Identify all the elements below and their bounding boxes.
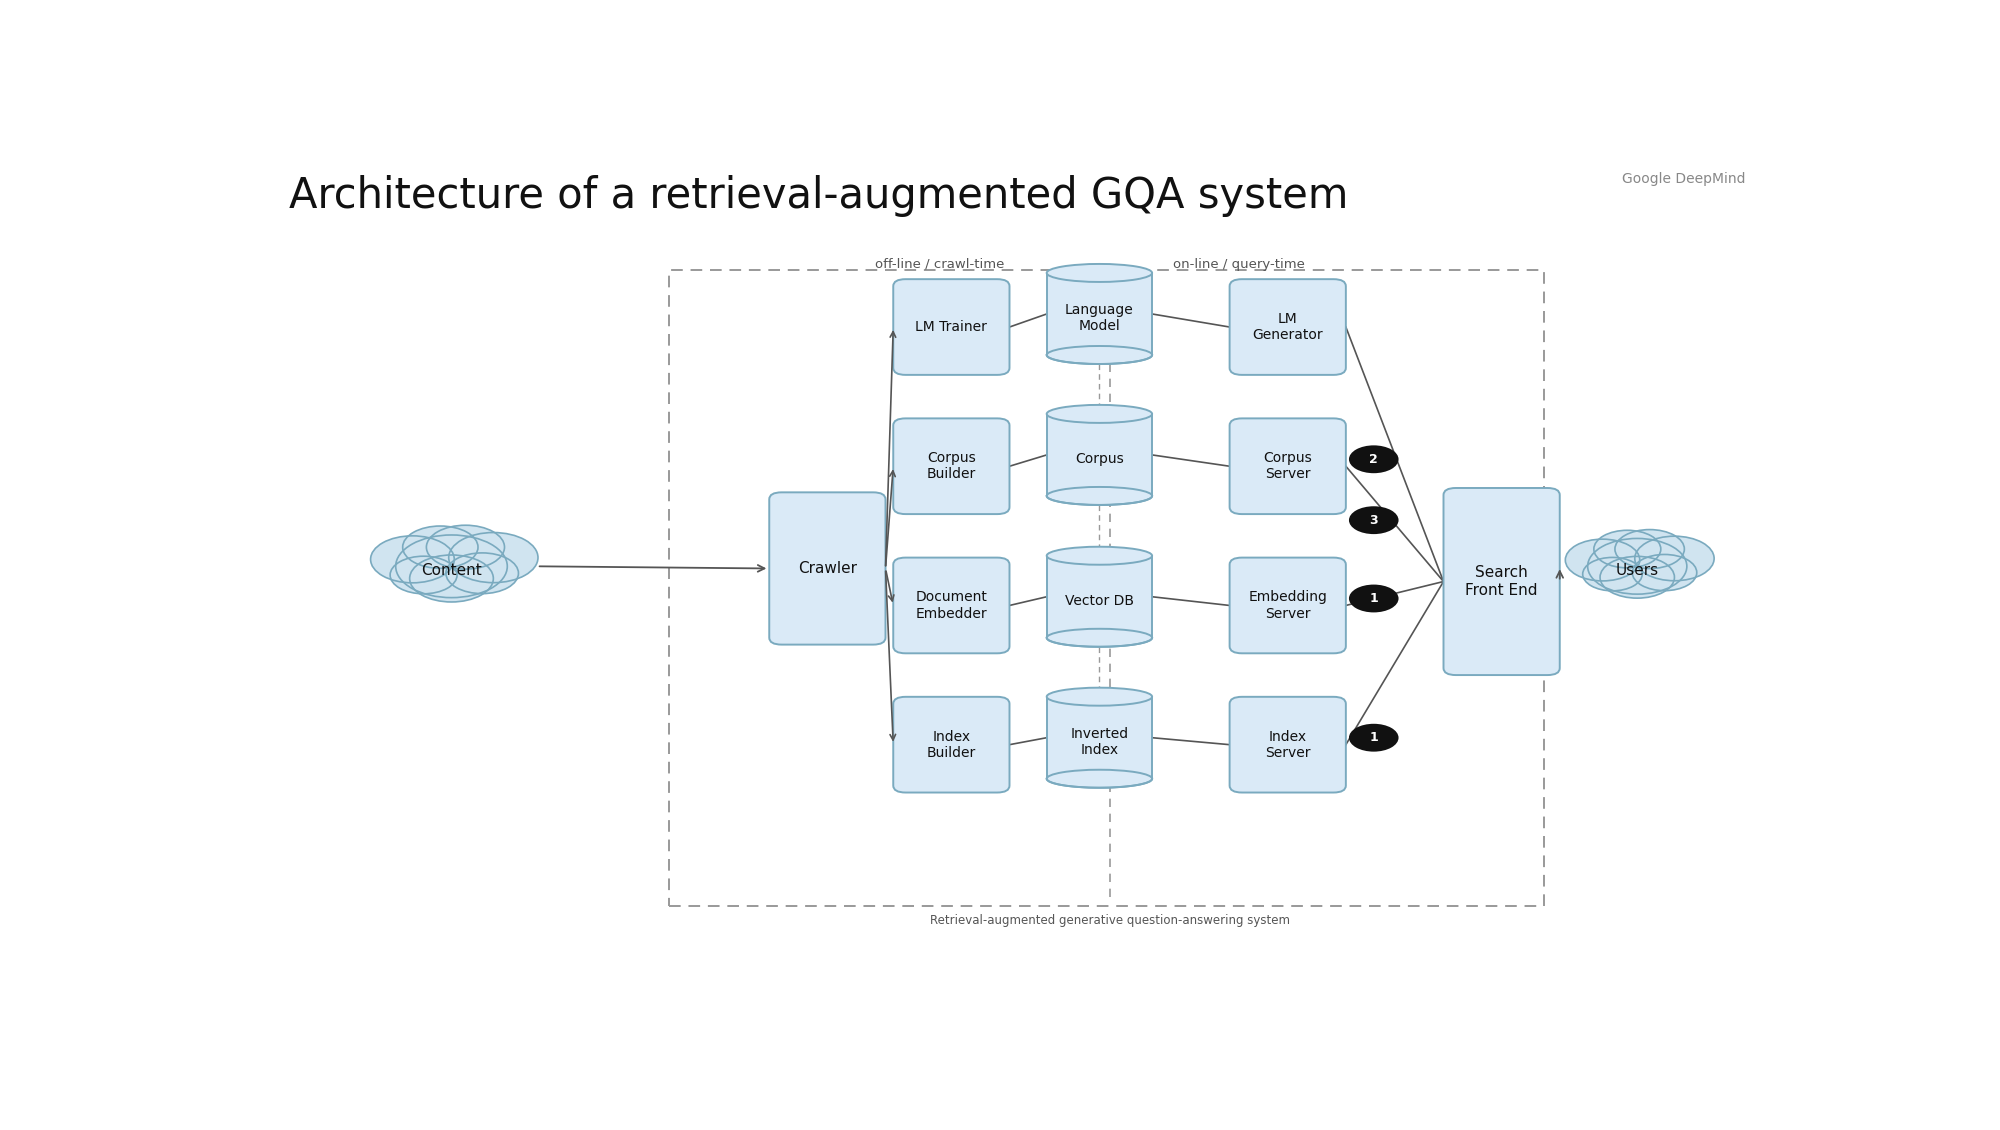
Circle shape xyxy=(446,553,518,593)
Text: Retrieval-augmented generative question-answering system: Retrieval-augmented generative question-… xyxy=(930,914,1290,927)
Circle shape xyxy=(1600,556,1674,598)
Circle shape xyxy=(448,532,538,583)
Text: Search
Front End: Search Front End xyxy=(1466,565,1538,598)
Ellipse shape xyxy=(1046,688,1152,706)
Text: off-line / crawl-time: off-line / crawl-time xyxy=(876,258,1004,271)
Circle shape xyxy=(402,525,478,568)
Circle shape xyxy=(396,534,508,598)
Circle shape xyxy=(1582,557,1642,591)
Text: Google DeepMind: Google DeepMind xyxy=(1622,172,1746,186)
Text: 3: 3 xyxy=(1370,514,1378,527)
Text: Document
Embedder: Document Embedder xyxy=(916,590,988,620)
Ellipse shape xyxy=(1046,346,1152,364)
Bar xyxy=(1046,273,1152,355)
FancyBboxPatch shape xyxy=(1444,488,1560,675)
Circle shape xyxy=(410,555,494,602)
Text: Content: Content xyxy=(422,563,482,579)
Text: Architecture of a retrieval-augmented GQA system: Architecture of a retrieval-augmented GQ… xyxy=(288,175,1348,217)
Ellipse shape xyxy=(1046,405,1152,423)
Circle shape xyxy=(1634,537,1714,581)
Text: 1: 1 xyxy=(1370,731,1378,745)
Ellipse shape xyxy=(1046,547,1152,565)
Circle shape xyxy=(1588,539,1686,594)
Text: Corpus
Builder: Corpus Builder xyxy=(926,451,976,481)
Text: Index
Builder: Index Builder xyxy=(926,730,976,759)
Text: Language
Model: Language Model xyxy=(1066,303,1134,333)
Ellipse shape xyxy=(1046,264,1152,282)
Text: Corpus
Server: Corpus Server xyxy=(1264,451,1312,481)
Bar xyxy=(1046,556,1152,637)
FancyBboxPatch shape xyxy=(894,697,1010,792)
Text: Crawler: Crawler xyxy=(798,560,856,576)
Text: Vector DB: Vector DB xyxy=(1064,594,1134,608)
FancyBboxPatch shape xyxy=(1230,557,1346,653)
Text: on-line / query-time: on-line / query-time xyxy=(1172,258,1304,271)
FancyBboxPatch shape xyxy=(894,557,1010,653)
Circle shape xyxy=(1614,530,1684,568)
Circle shape xyxy=(1348,724,1398,751)
Text: 2: 2 xyxy=(1370,453,1378,466)
Circle shape xyxy=(1566,539,1640,581)
Text: LM
Generator: LM Generator xyxy=(1252,312,1324,342)
Circle shape xyxy=(1594,530,1660,568)
Ellipse shape xyxy=(1046,628,1152,646)
FancyBboxPatch shape xyxy=(1230,697,1346,792)
Bar xyxy=(1046,414,1152,496)
Text: Users: Users xyxy=(1616,563,1658,579)
Circle shape xyxy=(1348,584,1398,612)
Circle shape xyxy=(1632,555,1696,591)
Circle shape xyxy=(370,536,454,583)
Text: LM Trainer: LM Trainer xyxy=(916,320,988,334)
Text: Inverted
Index: Inverted Index xyxy=(1070,727,1128,757)
Circle shape xyxy=(426,525,504,570)
Circle shape xyxy=(390,556,458,593)
Text: Embedding
Server: Embedding Server xyxy=(1248,590,1328,620)
Circle shape xyxy=(1348,445,1398,473)
Text: Corpus: Corpus xyxy=(1076,452,1124,467)
FancyBboxPatch shape xyxy=(1230,279,1346,375)
Text: 1: 1 xyxy=(1370,592,1378,605)
FancyBboxPatch shape xyxy=(1230,418,1346,514)
Bar xyxy=(1046,697,1152,779)
FancyBboxPatch shape xyxy=(894,418,1010,514)
FancyBboxPatch shape xyxy=(894,279,1010,375)
Circle shape xyxy=(1348,506,1398,534)
FancyBboxPatch shape xyxy=(770,493,886,644)
Ellipse shape xyxy=(1046,770,1152,788)
Ellipse shape xyxy=(1046,487,1152,505)
Text: Index
Server: Index Server xyxy=(1264,730,1310,759)
